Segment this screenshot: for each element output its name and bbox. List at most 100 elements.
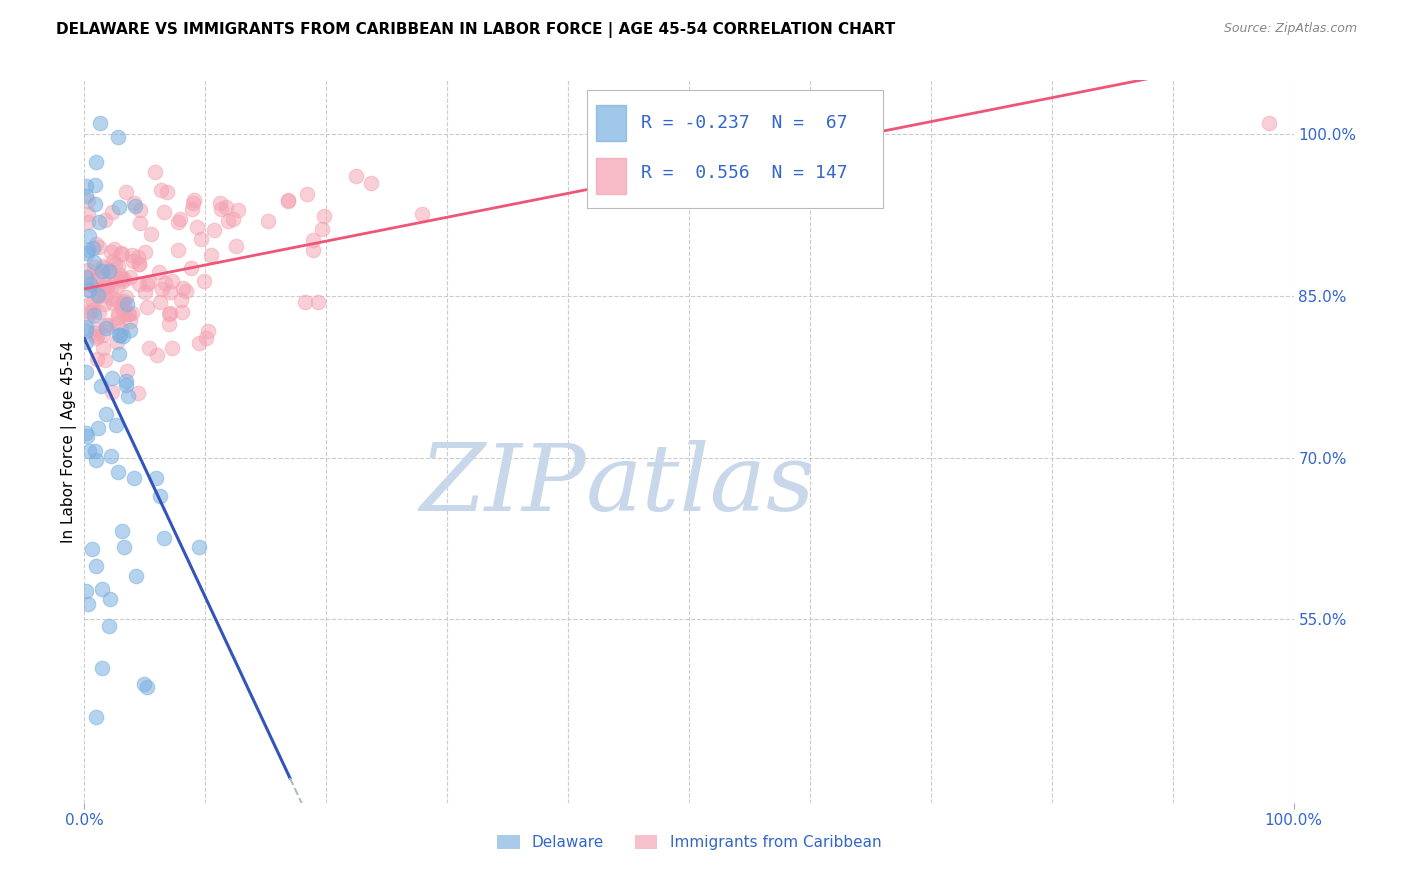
Point xyxy=(152,531,174,545)
Point xyxy=(90,264,112,278)
Point xyxy=(202,223,225,237)
Point xyxy=(193,275,215,289)
Point xyxy=(107,279,129,293)
Text: R = -0.237  N =  67: R = -0.237 N = 67 xyxy=(641,114,848,132)
Point xyxy=(86,351,108,366)
Point xyxy=(127,250,149,264)
Point xyxy=(135,300,157,314)
Point xyxy=(83,308,105,322)
Point xyxy=(82,294,104,309)
Point xyxy=(79,295,101,310)
Point xyxy=(157,317,180,331)
Point xyxy=(112,307,135,321)
Point xyxy=(100,450,122,464)
Point xyxy=(94,318,117,332)
Point xyxy=(225,239,247,253)
Point xyxy=(128,277,150,291)
Point xyxy=(1258,116,1281,130)
Text: ZIP: ZIP xyxy=(419,440,586,530)
Point xyxy=(77,263,100,277)
Point xyxy=(139,227,162,241)
Point xyxy=(115,290,138,304)
Point xyxy=(75,425,97,440)
Point xyxy=(156,185,179,199)
Point xyxy=(181,202,204,216)
Point xyxy=(75,584,97,599)
Point xyxy=(115,374,138,388)
Point xyxy=(91,328,114,343)
Point xyxy=(80,542,103,557)
Point xyxy=(138,275,160,289)
Point xyxy=(103,296,125,310)
Point xyxy=(170,293,193,307)
Point xyxy=(107,465,129,479)
Point xyxy=(98,264,121,278)
Point xyxy=(120,270,142,285)
Point xyxy=(97,619,120,633)
Point xyxy=(90,379,112,393)
Point xyxy=(107,307,129,321)
Point xyxy=(110,245,132,260)
Point xyxy=(112,272,135,286)
Point xyxy=(76,244,98,258)
Point xyxy=(97,318,120,332)
Legend: Delaware, Immigrants from Caribbean: Delaware, Immigrants from Caribbean xyxy=(491,830,887,856)
Point xyxy=(76,429,98,443)
Point xyxy=(103,242,125,256)
Point xyxy=(294,295,316,310)
Point xyxy=(91,342,114,356)
Point xyxy=(100,281,122,295)
Point xyxy=(107,129,129,144)
Point xyxy=(360,177,382,191)
Point xyxy=(117,389,139,403)
Point xyxy=(107,259,129,273)
Point xyxy=(83,255,105,269)
Point xyxy=(83,326,105,340)
Point xyxy=(143,165,166,179)
Point xyxy=(75,188,97,202)
Point xyxy=(149,294,172,309)
Point xyxy=(105,335,128,350)
Point xyxy=(101,384,124,399)
Point xyxy=(134,244,156,259)
Point xyxy=(167,244,190,258)
Point xyxy=(104,257,127,271)
Text: R =  0.556  N = 147: R = 0.556 N = 147 xyxy=(641,164,848,183)
Point xyxy=(108,200,131,214)
Point xyxy=(150,183,173,197)
Point xyxy=(186,219,208,234)
Point xyxy=(297,187,319,202)
Point xyxy=(115,297,138,311)
Point xyxy=(112,274,135,288)
Point xyxy=(159,285,181,299)
Point xyxy=(148,265,170,279)
Point xyxy=(195,331,218,345)
Point xyxy=(75,178,97,193)
Point xyxy=(91,284,114,298)
Point xyxy=(84,273,107,287)
Point xyxy=(77,309,100,323)
Point xyxy=(197,324,219,338)
Point xyxy=(87,421,110,435)
Point xyxy=(108,268,131,283)
Point xyxy=(180,260,202,275)
Point xyxy=(84,453,107,467)
Point xyxy=(170,305,193,319)
Point xyxy=(105,418,128,433)
Point xyxy=(77,194,100,209)
Point xyxy=(82,302,104,317)
Point xyxy=(215,200,238,214)
Point xyxy=(97,264,120,278)
Point xyxy=(307,295,329,310)
Point xyxy=(86,328,108,343)
Point xyxy=(75,324,97,338)
Text: Source: ZipAtlas.com: Source: ZipAtlas.com xyxy=(1223,22,1357,36)
Point xyxy=(150,282,173,296)
Point xyxy=(101,205,124,219)
Point xyxy=(121,305,143,319)
Point xyxy=(87,287,110,301)
Point xyxy=(96,320,118,334)
Point xyxy=(209,195,232,210)
Point xyxy=(153,204,176,219)
Point xyxy=(82,241,104,255)
